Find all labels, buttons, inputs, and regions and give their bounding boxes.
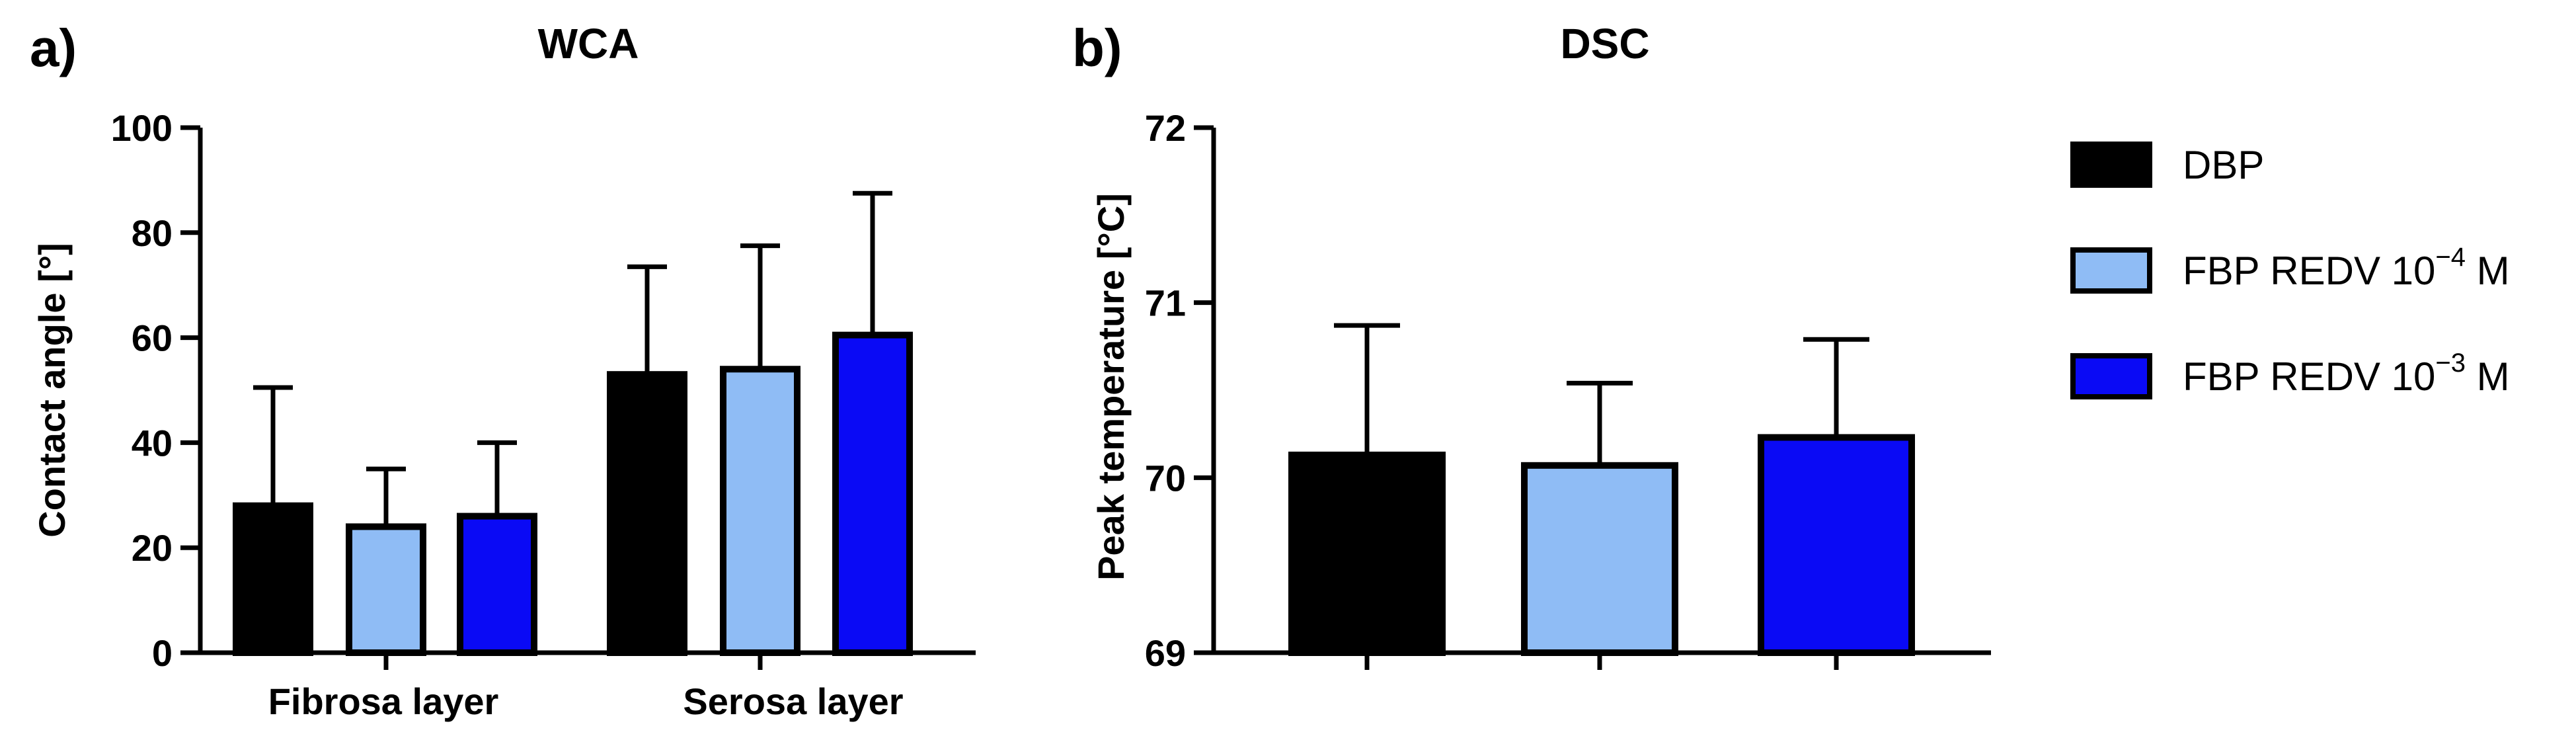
legend-swatch-1 [2070,142,2152,188]
dsc-y-axis-label: Peak temperature [°C] [1090,193,1132,581]
dsc-bar-3 [1758,434,1915,657]
legend-label-1: DBP [2183,143,2264,187]
panel-a-label: a) [30,19,77,77]
dsc-error-bars [1334,323,1869,466]
wca-bar-1 [607,371,687,656]
wca-bar-2 [720,366,800,656]
wca-y-tick-label: 60 [132,317,173,359]
legend-label-unit: M [2466,249,2510,293]
legend-label-exponent: −3 [2435,349,2466,378]
panel-b-label: b) [1072,19,1122,77]
dsc-y-tick-label: 70 [1145,457,1186,499]
legend-swatch-3 [2070,353,2152,399]
wca-bars [233,331,913,656]
legend-label-3: FBP REDV 10−3 M [2183,349,2510,399]
legend-label-unit: M [2466,354,2510,399]
legend-label-base: FBP REDV 10 [2183,354,2435,399]
dsc-bars [1288,434,1915,657]
panel-dsc: b) DSC Peak temperature [°C] 69 70 71 72 [1072,19,1991,674]
wca-y-ticks: 0 20 40 60 80 100 [111,107,200,674]
legend-label-2: FBP REDV 10−4 M [2183,243,2510,293]
panel-wca: a) WCA Contact angle [°] 0 20 40 60 80 100 Fi… [30,19,976,722]
wca-y-tick-label: 80 [132,212,173,254]
wca-category-label: Serosa layer [683,680,903,722]
dsc-y-ticks: 69 70 71 72 [1145,107,1214,674]
legend-label-base: DBP [2183,143,2264,187]
wca-y-tick-label: 100 [111,107,173,149]
wca-bar-1 [233,502,313,656]
legend-label-exponent: −4 [2435,243,2466,272]
wca-bar-2 [346,523,426,656]
wca-y-tick-label: 0 [152,632,173,674]
wca-y-tick-label: 20 [132,527,173,569]
wca-x-ticks: Fibrosa layer Serosa layer [268,653,904,722]
dsc-y-tick-label: 71 [1145,282,1186,324]
legend-label-base: FBP REDV 10 [2183,249,2435,293]
wca-bar-3 [457,513,537,656]
dsc-y-tick-label: 69 [1145,632,1186,674]
dsc-bar-1 [1288,451,1446,657]
dsc-bar-2 [1521,462,1678,656]
wca-category-label: Fibrosa layer [268,680,499,722]
dsc-x-ticks [1364,653,1839,670]
dsc-title: DSC [1560,20,1649,67]
wca-bar-3 [832,331,913,656]
dsc-y-tick-label: 72 [1145,107,1186,149]
wca-y-axis-label: Contact angle [°] [31,243,73,538]
wca-error-bars [253,190,892,527]
wca-y-tick-label: 40 [132,422,173,464]
wca-title: WCA [538,20,639,67]
legend-swatch-2 [2070,247,2152,294]
